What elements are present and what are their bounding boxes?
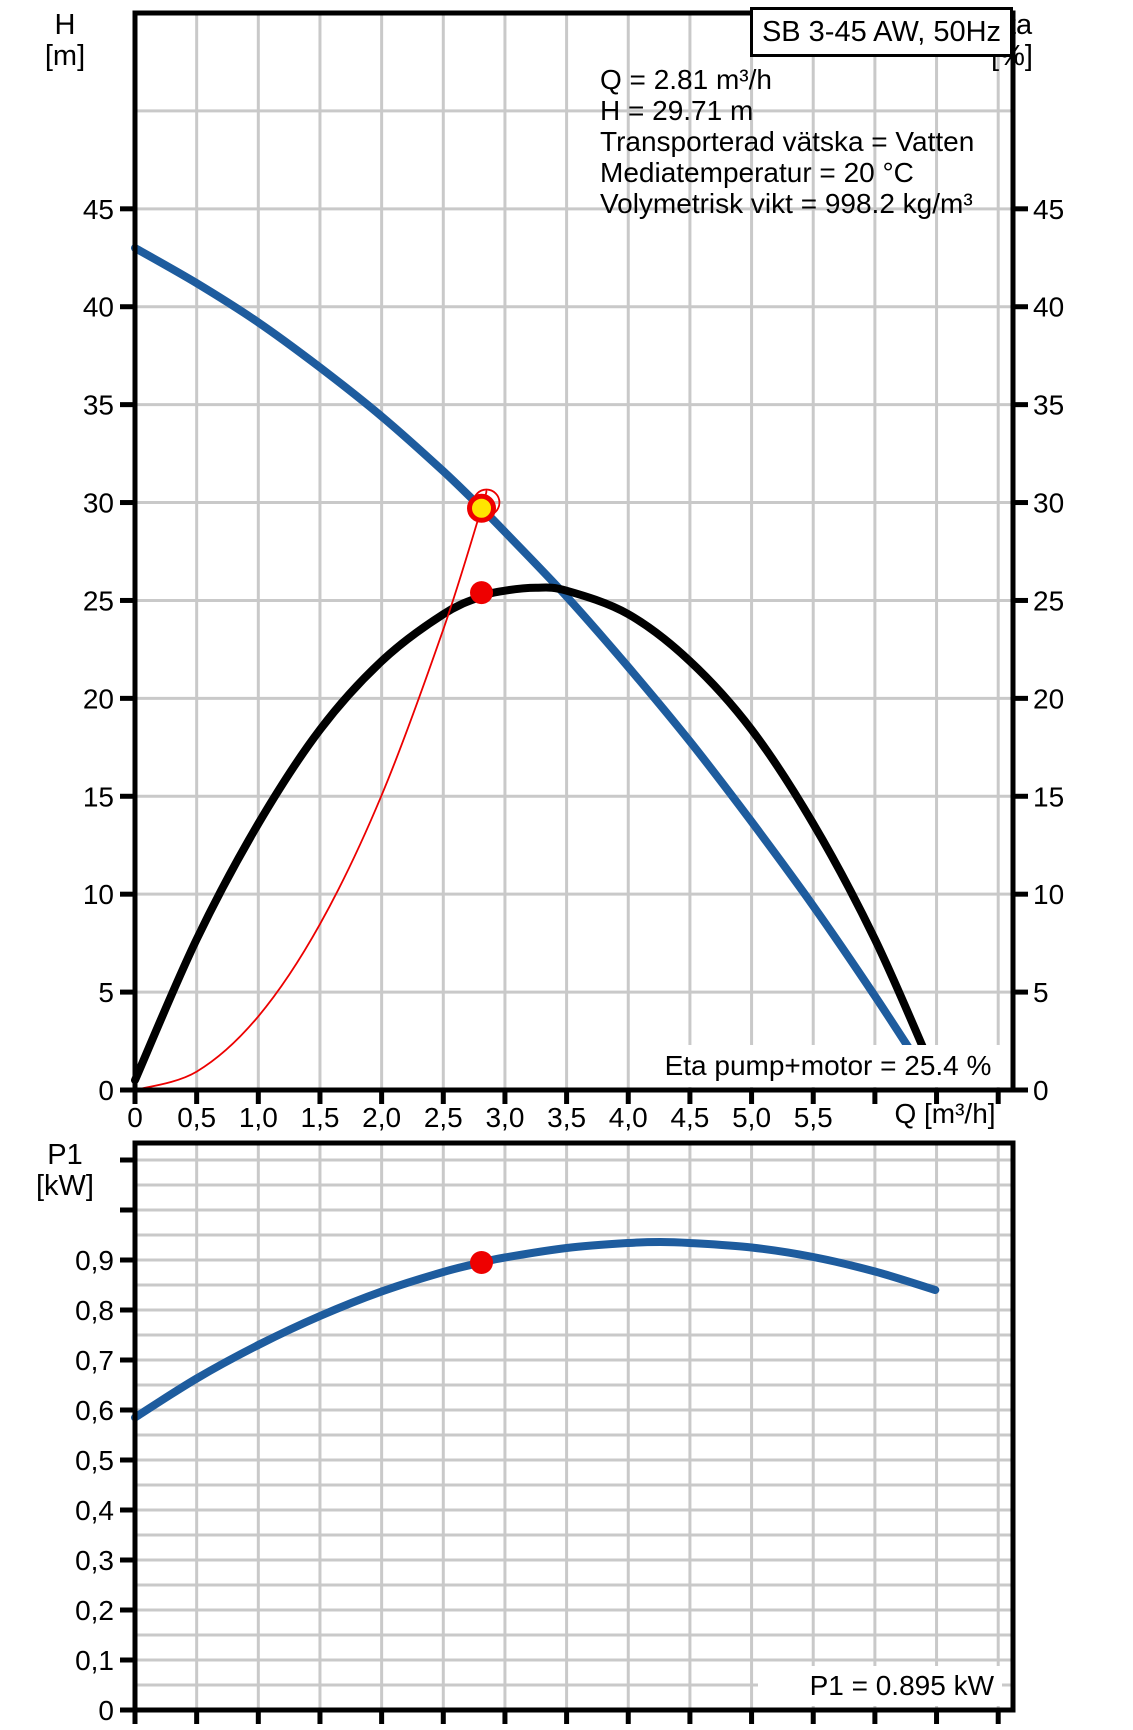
y-tick-label-right: 40 (1033, 292, 1064, 323)
y-tick-label-right: 30 (1033, 488, 1064, 519)
y-tick-label-right: 5 (1033, 977, 1049, 1008)
y-tick-label-right: 35 (1033, 390, 1064, 421)
x-tick-label: 0 (127, 1102, 143, 1133)
y-tick-label-right: 0 (1033, 1075, 1049, 1106)
y-tick-label-left: 0,3 (75, 1545, 114, 1576)
p1-value-label: P1 = 0.895 kW (758, 1666, 1002, 1706)
x-tick-label: 4,5 (670, 1102, 709, 1133)
y-tick-label-left: 0,7 (75, 1345, 114, 1376)
eta-value-label: Eta pump+motor = 25.4 % (648, 1045, 1008, 1087)
p1-point-marker (470, 1251, 494, 1274)
left-axis-title-line1: H (54, 9, 76, 41)
y-tick-label-left: 45 (83, 194, 114, 225)
head-curve (131, 244, 935, 1086)
pump-model-title-box: SB 3-45 AW, 50Hz (750, 7, 1013, 57)
left-axis-title-line2: [m] (44, 40, 86, 72)
plot-border (132, 1140, 1016, 1713)
y-tick-label-left: 0 (98, 1695, 114, 1726)
y-tick-label-right: 45 (1033, 194, 1064, 225)
y-tick-label-right: 10 (1033, 879, 1064, 910)
info-line-temperature: Mediatemperatur = 20 °C (600, 157, 914, 188)
x-tick-label: 1,5 (301, 1102, 340, 1133)
x-axis-title: Q [m³/h] (894, 1098, 996, 1129)
y-tick-label-left: 0,8 (75, 1295, 114, 1326)
duty-point-marker (467, 493, 497, 523)
plot-border (132, 10, 1016, 1093)
y-tick-label-left: 15 (83, 781, 114, 812)
y-tick-label-left: 30 (83, 488, 114, 519)
p1-axis-title-line1: P1 (47, 1139, 83, 1171)
left-axis-title: H [m] (10, 10, 120, 72)
y-tick-label-left: 0,9 (75, 1245, 114, 1276)
x-tick-label: 0,5 (177, 1102, 216, 1133)
y-tick-label-left: 20 (83, 683, 114, 714)
y-tick-label-left: 0,2 (75, 1595, 114, 1626)
efficiency-curve (131, 583, 935, 1085)
y-tick-label-left: 0,4 (75, 1495, 114, 1526)
p1-curve (131, 1237, 940, 1422)
y-tick-label-right: 15 (1033, 781, 1064, 812)
operating-point-info: Q = 2.81 m³/h H = 29.71 m Transporterad … (600, 64, 974, 219)
y-tick-label-left: 35 (83, 390, 114, 421)
x-tick-label: 3,0 (485, 1102, 524, 1133)
x-tick-label: 1,0 (239, 1102, 278, 1133)
system-curve (134, 490, 488, 1091)
p1-axis-title: P1 [kW] (10, 1140, 120, 1202)
x-tick-label: 3,5 (547, 1102, 586, 1133)
info-line-h: H = 29.71 m (600, 95, 754, 126)
x-tick-label: 2,5 (424, 1102, 463, 1133)
y-tick-label-left: 10 (83, 879, 114, 910)
y-tick-label-left: 0,5 (75, 1445, 114, 1476)
y-tick-label-right: 25 (1033, 585, 1064, 616)
p1-axis-title-line2: [kW] (36, 1170, 94, 1202)
x-tick-label: 2,0 (362, 1102, 401, 1133)
y-tick-label-left: 0,1 (75, 1645, 114, 1676)
x-tick-label: 5,5 (794, 1102, 833, 1133)
y-tick-label-left: 40 (83, 292, 114, 323)
y-tick-label-left: 0 (98, 1075, 114, 1106)
y-tick-label-left: 0,6 (75, 1395, 114, 1426)
y-tick-label-right: 20 (1033, 683, 1064, 714)
y-tick-label-left: 25 (83, 585, 114, 616)
y-tick-label-left: 5 (98, 977, 114, 1008)
info-line-liquid: Transporterad vätska = Vatten (600, 126, 975, 157)
info-line-density: Volymetrisk vikt = 998.2 kg/m³ (600, 188, 973, 219)
info-line-q: Q = 2.81 m³/h (600, 64, 772, 95)
eta-point-marker (470, 581, 494, 605)
x-tick-label: 5,0 (732, 1102, 771, 1133)
x-tick-label: 4,0 (609, 1102, 648, 1133)
